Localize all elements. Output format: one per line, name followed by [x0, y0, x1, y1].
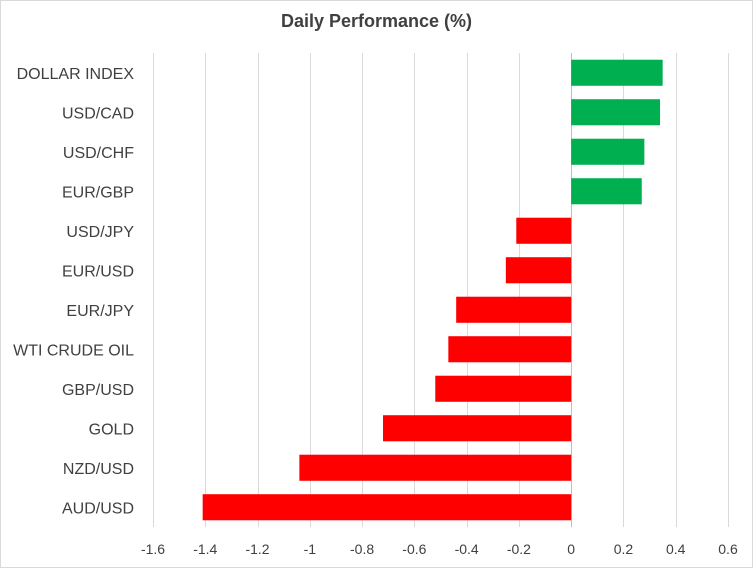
bar-usd-jpy [516, 217, 572, 244]
bar-nzd-usd [299, 454, 572, 481]
bar-gold [383, 415, 572, 442]
bar-usd-chf [571, 138, 645, 165]
x-tick-label: 0.6 [718, 541, 738, 557]
x-tick-label: -0.2 [507, 541, 531, 557]
bar-wti-crude-oil [448, 336, 572, 363]
x-tick-label: -1 [304, 541, 317, 557]
category-label: AUD/USD [62, 500, 134, 517]
category-label: USD/CAD [62, 105, 134, 122]
x-tick-label: 0.4 [666, 541, 686, 557]
bar-aud-usd [202, 494, 572, 521]
category-label: NZD/USD [63, 461, 134, 478]
category-label: USD/CHF [63, 145, 134, 162]
bar-gbp-usd [435, 375, 572, 402]
bar-dollar-index [571, 59, 663, 86]
category-label: EUR/GBP [62, 184, 134, 201]
x-tick-label: -1.6 [141, 541, 165, 557]
category-label: USD/JPY [66, 224, 134, 241]
x-tick-label: -0.8 [350, 541, 374, 557]
bar-eur-gbp [571, 178, 642, 205]
x-tick-label: -1.2 [245, 541, 269, 557]
category-label: GBP/USD [62, 382, 134, 399]
chart-title: Daily Performance (%) [280, 11, 473, 31]
category-label: EUR/JPY [66, 303, 134, 320]
x-tick-label: 0.2 [614, 541, 634, 557]
x-tick-label: -0.4 [455, 541, 479, 557]
category-label: GOLD [89, 421, 134, 438]
x-tick-label: -0.6 [402, 541, 426, 557]
bar-eur-usd [505, 257, 572, 284]
bar-usd-cad [571, 99, 661, 126]
bar-eur-jpy [456, 296, 572, 323]
x-tick-label: 0 [567, 541, 575, 557]
category-label: WTI CRUDE OIL [13, 342, 134, 359]
category-label: EUR/USD [62, 263, 134, 280]
x-tick-label: -1.4 [193, 541, 217, 557]
category-label: DOLLAR INDEX [17, 66, 135, 83]
